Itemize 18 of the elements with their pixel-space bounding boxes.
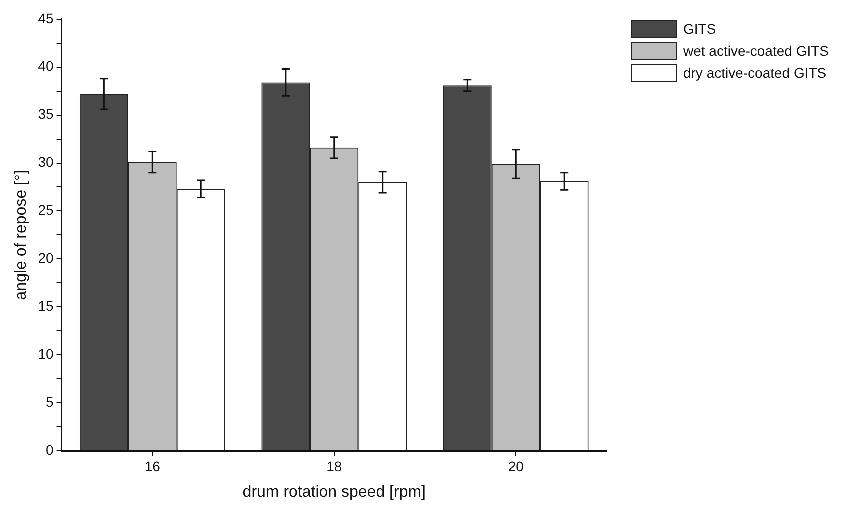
x-tick-label: 20 (508, 458, 524, 474)
y-tick-label: 15 (38, 298, 54, 314)
y-tick-label: 5 (46, 394, 54, 410)
x-axis-title: drum rotation speed [rpm] (242, 484, 426, 501)
legend-label: GITS (683, 21, 716, 37)
x-tick-label: 18 (326, 458, 342, 474)
x-tick-label: 16 (144, 458, 161, 474)
legend-label: wet active-coated GITS (683, 43, 829, 59)
y-tick-label: 40 (38, 58, 54, 74)
y-tick-label: 45 (38, 10, 54, 26)
y-tick-label: 10 (38, 346, 54, 362)
y-tick-label: 25 (38, 202, 54, 218)
y-axis-title: angle of repose [°] (13, 170, 30, 300)
y-tick-label: 20 (38, 250, 54, 266)
y-tick-label: 0 (46, 442, 54, 458)
y-tick-label: 35 (38, 106, 54, 122)
y-tick-label: 30 (38, 154, 54, 170)
text: dry active-coated GITS (683, 65, 827, 81)
